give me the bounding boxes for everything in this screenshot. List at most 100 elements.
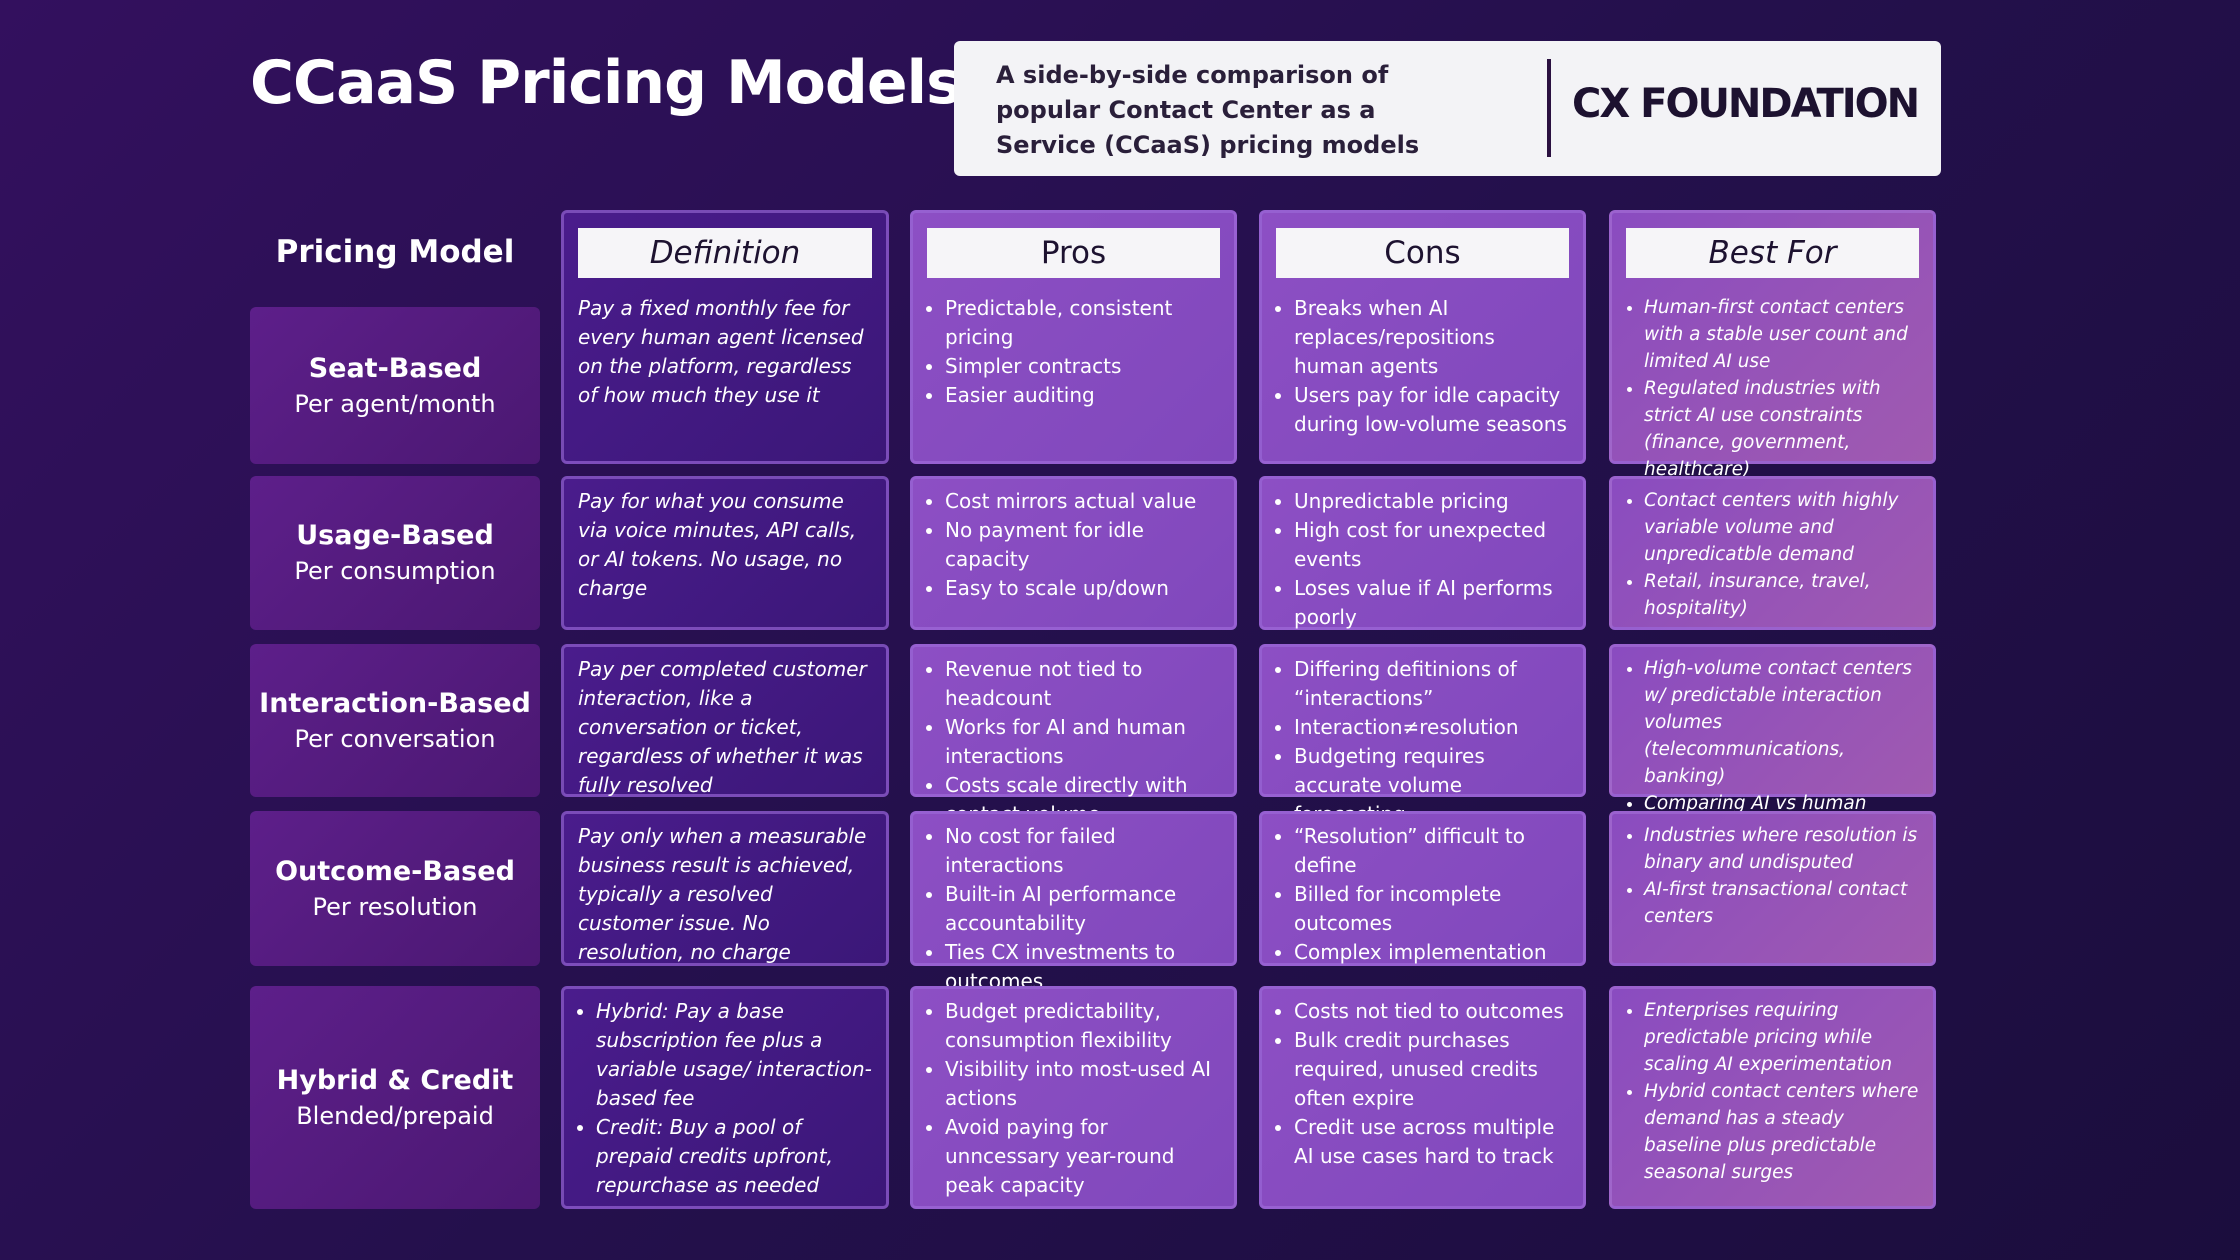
model-unit: Blended/prepaid	[296, 1101, 494, 1130]
bullet-item: Easy to scale up/down	[945, 574, 1220, 603]
row-label: Seat-Based Per agent/month	[250, 307, 540, 464]
bullet-item: Hybrid: Pay a base subscription fee plus…	[596, 997, 872, 1113]
bullet-item: Budget predictability, consumption flexi…	[945, 997, 1220, 1055]
bullet-item: Works for AI and human interactions	[945, 713, 1220, 771]
table-cell: Budget predictability, consumption flexi…	[910, 986, 1237, 1209]
bullet-list: Contact centers with highly variable vol…	[1626, 487, 1919, 622]
table-cell: Hybrid: Pay a base subscription fee plus…	[561, 986, 889, 1209]
row-label: Outcome-Based Per resolution	[250, 811, 540, 966]
cell-text: Pay per completed customer interaction, …	[578, 657, 867, 797]
table-cell: Pay per completed customer interaction, …	[561, 644, 889, 797]
cell-content: Predictable, consistent pricingSimpler c…	[927, 294, 1220, 410]
model-name: Interaction-Based	[259, 687, 531, 719]
cell-content: Costs not tied to outcomesBulk credit pu…	[1276, 997, 1569, 1171]
cell-content: Pay for what you consume via voice minut…	[578, 487, 872, 603]
table-cell: High-volume contact centers w/ predictab…	[1609, 644, 1936, 841]
table-cell: Unpredictable pricingHigh cost for unexp…	[1259, 476, 1586, 630]
table-cell: Pay only when a measurable business resu…	[561, 811, 889, 966]
header-box: A side-by-side comparison of popular Con…	[954, 41, 1941, 176]
table-cell: Best For Human-first contact centers with…	[1609, 210, 1936, 480]
column-header: Cons	[1276, 228, 1569, 278]
bullet-item: High cost for unexpected events	[1294, 516, 1569, 574]
bullet-item: Bulk credit purchases required, unused c…	[1294, 1026, 1569, 1113]
model-unit: Per agent/month	[294, 389, 496, 418]
brand-logo: CX FOUNDATION	[1572, 81, 1920, 127]
bullet-item: Differing defitinions of “interactions”	[1294, 655, 1569, 713]
bullet-list: Unpredictable pricingHigh cost for unexp…	[1276, 487, 1569, 632]
cell-content: Unpredictable pricingHigh cost for unexp…	[1276, 487, 1569, 632]
bullet-list: Budget predictability, consumption flexi…	[927, 997, 1220, 1200]
bullet-item: Revenue not tied to headcount	[945, 655, 1220, 713]
cell-content: Human-first contact centers with a stabl…	[1626, 294, 1919, 483]
cell-content: Hybrid: Pay a base subscription fee plus…	[578, 997, 872, 1200]
table-cell: Revenue not tied to headcountWorks for A…	[910, 644, 1237, 826]
bullet-item: High-volume contact centers w/ predictab…	[1644, 655, 1919, 790]
table-cell: Definition Pay a fixed monthly fee for ev…	[561, 210, 889, 464]
bullet-item: Unpredictable pricing	[1294, 487, 1569, 516]
column-header: Best For	[1626, 228, 1919, 278]
cell-content: Budget predictability, consumption flexi…	[927, 997, 1220, 1200]
cell-content: No cost for failed interactionsBuilt-in …	[927, 822, 1220, 996]
bullet-list: Breaks when AI replaces/repositions huma…	[1276, 294, 1569, 439]
bullet-item: Enterprises requiring predictable pricin…	[1644, 997, 1919, 1078]
cell-content: Industries where resolution is binary an…	[1626, 822, 1919, 930]
bullet-item: Loses value if AI performs poorly	[1294, 574, 1569, 632]
bullet-item: Simpler contracts	[945, 352, 1220, 381]
bullet-item: “Resolution” difficult to define	[1294, 822, 1569, 880]
cell-content: Pay a fixed monthly fee for every human …	[578, 294, 872, 410]
table-cell: Differing defitinions of “interactions”I…	[1259, 644, 1586, 826]
bullet-item: Regulated industries with strict AI use …	[1644, 375, 1919, 483]
table-cell: Enterprises requiring predictable pricin…	[1609, 986, 1936, 1209]
bullet-item: Visibility into most-used AI actions	[945, 1055, 1220, 1113]
bullet-item: No payment for idle capacity	[945, 516, 1220, 574]
bullet-list: Hybrid: Pay a base subscription fee plus…	[578, 997, 872, 1200]
model-name: Hybrid & Credit	[276, 1064, 514, 1096]
bullet-item: Credit: Buy a pool of prepaid credits up…	[596, 1113, 872, 1200]
cell-content: Differing defitinions of “interactions”I…	[1276, 655, 1569, 829]
cell-content: Contact centers with highly variable vol…	[1626, 487, 1919, 622]
row-label: Interaction-Based Per conversation	[250, 644, 540, 797]
bullet-item: Credit use across multiple AI use cases …	[1294, 1113, 1569, 1171]
model-unit: Per resolution	[312, 892, 478, 921]
cell-content: “Resolution” difficult to defineBilled f…	[1276, 822, 1569, 967]
cell-content: Pay only when a measurable business resu…	[578, 822, 872, 967]
bullet-item: Industries where resolution is binary an…	[1644, 822, 1919, 876]
bullet-list: Predictable, consistent pricingSimpler c…	[927, 294, 1220, 410]
model-unit: Per consumption	[294, 557, 496, 585]
model-name: Seat-Based	[308, 352, 482, 384]
model-unit: Per conversation	[294, 724, 496, 753]
bullet-list: Human-first contact centers with a stabl…	[1626, 294, 1919, 483]
column-header: Definition	[578, 228, 872, 278]
cell-text: Pay for what you consume via voice minut…	[578, 489, 857, 600]
bullet-item: Costs not tied to outcomes	[1294, 997, 1569, 1026]
row-label: Hybrid & Credit Blended/prepaid	[250, 986, 540, 1209]
bullet-item: Contact centers with highly variable vol…	[1644, 487, 1919, 568]
bullet-item: Avoid paying for unncessary year-round p…	[945, 1113, 1220, 1200]
table-cell: Cons Breaks when AI replaces/repositions …	[1259, 210, 1586, 464]
bullet-item: Retail, insurance, travel, hospitality)	[1644, 568, 1919, 622]
bullet-list: Revenue not tied to headcountWorks for A…	[927, 655, 1220, 829]
cell-text: Pay a fixed monthly fee for every human …	[578, 296, 864, 407]
bullet-list: “Resolution” difficult to defineBilled f…	[1276, 822, 1569, 967]
table-cell: “Resolution” difficult to defineBilled f…	[1259, 811, 1586, 966]
model-name: Outcome-Based	[275, 855, 515, 887]
bullet-item: AI-first transactional contact centers	[1644, 876, 1919, 930]
subtitle: A side-by-side comparison of popular Con…	[996, 61, 1420, 159]
bullet-item: Billed for incomplete outcomes	[1294, 880, 1569, 938]
cell-content: Revenue not tied to headcountWorks for A…	[927, 655, 1220, 829]
bullet-item: Human-first contact centers with a stabl…	[1644, 294, 1919, 375]
cell-content: Cost mirrors actual valueNo payment for …	[927, 487, 1220, 603]
cell-content: Enterprises requiring predictable pricin…	[1626, 997, 1919, 1186]
table-cell: Cost mirrors actual valueNo payment for …	[910, 476, 1237, 630]
divider	[1547, 59, 1551, 157]
table-cell: Pros Predictable, consistent pricingSimpl…	[910, 210, 1237, 464]
bullet-item: Breaks when AI replaces/repositions huma…	[1294, 294, 1569, 381]
page-title: CCaaS Pricing Models	[250, 48, 962, 118]
bullet-item: Interaction≠resolution	[1294, 713, 1569, 742]
table-cell: Costs not tied to outcomesBulk credit pu…	[1259, 986, 1586, 1209]
bullet-list: Cost mirrors actual valueNo payment for …	[927, 487, 1220, 603]
column-header: Pricing Model	[275, 234, 515, 270]
table-cell: Contact centers with highly variable vol…	[1609, 476, 1936, 630]
bullet-item: Built-in AI performance accountability	[945, 880, 1220, 938]
